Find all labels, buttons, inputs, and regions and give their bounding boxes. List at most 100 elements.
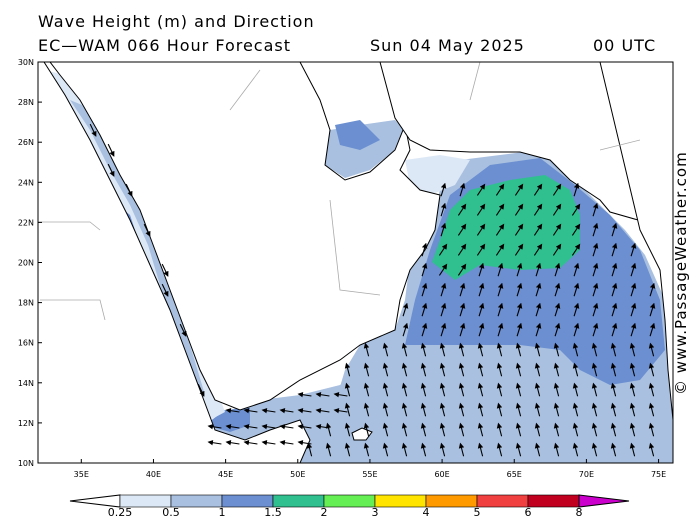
wave-arrow: [297, 407, 312, 414]
wave-arrow: [610, 362, 617, 377]
wave-arrow: [478, 282, 485, 297]
wave-arrow: [440, 302, 447, 317]
lat-label: 24N: [18, 178, 34, 187]
wave-arrow: [89, 123, 97, 137]
lat-label: 28N: [18, 98, 34, 107]
wave-arrow: [592, 282, 599, 297]
wave-arrow: [459, 282, 466, 297]
wave-arrow: [333, 407, 348, 414]
wave-arrow: [610, 382, 617, 397]
colorbar-label: 5: [473, 506, 481, 519]
lon-label: 35E: [74, 470, 89, 479]
wave-arrow: [592, 322, 599, 337]
wave-arrow: [315, 391, 330, 398]
wave-arrow: [515, 382, 522, 397]
wave-arrow: [477, 442, 484, 457]
iran-coast: [379, 62, 673, 231]
wave-arrow: [297, 391, 312, 398]
wave-arrow: [382, 442, 389, 457]
wave-arrow: [573, 302, 580, 317]
wave-arrow: [279, 407, 294, 414]
wave-arrow: [161, 263, 169, 277]
wave-arrow: [571, 203, 581, 216]
wave-arrow: [344, 442, 351, 457]
wave-arrow: [630, 262, 637, 277]
lon-label: 75E: [651, 470, 666, 479]
wave-arrow: [573, 322, 580, 337]
wave-arrow: [225, 439, 240, 446]
wave-arrow: [458, 362, 465, 377]
wave-arrow: [572, 382, 579, 397]
wave-arrow: [516, 282, 523, 297]
wave-arrow: [440, 222, 447, 237]
wave-arrow: [459, 302, 466, 317]
wave-arrow: [629, 422, 636, 437]
wave-arrow: [125, 183, 133, 197]
wave-arrow: [325, 422, 332, 437]
wave-arrow: [572, 402, 579, 417]
wave-arrow: [553, 342, 560, 357]
wave-arrow: [554, 262, 561, 277]
wave-arrow: [439, 442, 446, 457]
wave-arrow: [572, 442, 579, 457]
wave-arrow: [333, 391, 348, 398]
wave-arrow: [420, 342, 427, 357]
wave-arrow: [533, 183, 543, 196]
wave-arrow: [457, 223, 467, 236]
map-title: Wave Height (m) and Direction: [38, 12, 315, 31]
wave-arrow: [344, 382, 351, 397]
wave-arrow: [496, 362, 503, 377]
colorbar-label: 0.5: [162, 506, 180, 519]
wave-arrow: [325, 442, 332, 457]
wave-arrow: [458, 442, 465, 457]
wave-arrow: [535, 322, 542, 337]
wave-arrow: [495, 223, 505, 236]
wave-arrow: [315, 407, 330, 414]
wave-arrow: [630, 242, 637, 257]
wave-arrow: [629, 402, 636, 417]
wave-arrow: [535, 262, 542, 277]
lon-label: 50E: [290, 470, 305, 479]
wave-arrow: [458, 402, 465, 417]
wave-arrow: [143, 223, 151, 237]
wave-arrow: [225, 407, 240, 414]
wave-arrow: [572, 422, 579, 437]
wave-arrow: [629, 362, 636, 377]
wave-arrow: [438, 263, 448, 276]
wave-arrow: [457, 243, 467, 256]
wave-arrow: [261, 407, 276, 414]
wave-arrow: [648, 442, 655, 457]
wave-arrow: [478, 262, 485, 277]
wave-arrow: [440, 182, 447, 197]
wave-arrow: [363, 342, 370, 357]
persian-gulf-medium: [335, 120, 380, 150]
colorbar-swatch: [323, 494, 376, 508]
wave-arrow: [591, 422, 598, 437]
lat-label: 20N: [18, 259, 34, 268]
wave-arrow: [630, 282, 637, 297]
wave-arrow: [534, 422, 541, 437]
wave-arrow: [533, 223, 543, 236]
wave-arrow: [382, 362, 389, 377]
wave-arrow: [648, 402, 655, 417]
wave-arrow: [382, 382, 389, 397]
wave-arrow: [476, 203, 486, 216]
wave-arrow: [477, 382, 484, 397]
colorbar-label: 8: [575, 506, 583, 519]
colorbar-label: 6: [524, 506, 532, 519]
wave-arrow: [630, 302, 637, 317]
wave-arrow: [107, 143, 115, 157]
wave-arrow: [421, 302, 428, 317]
wave-arrow: [363, 402, 370, 417]
wave-arrow: [515, 402, 522, 417]
wave-arrow: [611, 282, 618, 297]
wave-arrow: [478, 322, 485, 337]
wave-arrow: [477, 342, 484, 357]
wave-arrow: [514, 243, 524, 256]
wave-arrow: [476, 243, 486, 256]
wave-arrow: [496, 442, 503, 457]
wave-arrow: [497, 322, 504, 337]
wave-arrow: [648, 382, 655, 397]
wave-arrow: [552, 203, 562, 216]
